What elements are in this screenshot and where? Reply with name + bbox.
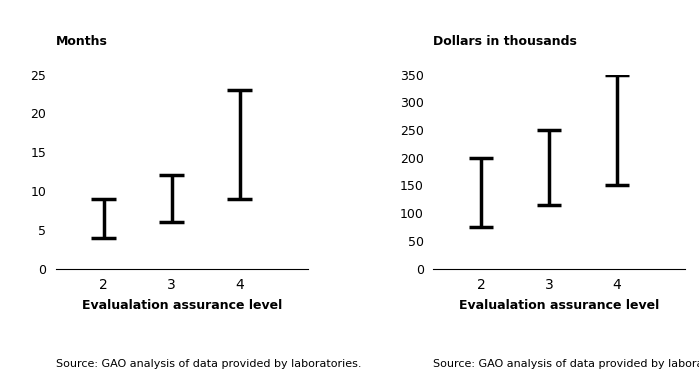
Text: Source: GAO analysis of data provided by laboratories.: Source: GAO analysis of data provided by… (56, 359, 361, 369)
X-axis label: Evalualation assurance level: Evalualation assurance level (459, 299, 659, 312)
Text: Months: Months (56, 35, 108, 48)
X-axis label: Evalualation assurance level: Evalualation assurance level (82, 299, 282, 312)
Text: Dollars in thousands: Dollars in thousands (433, 35, 577, 48)
Text: Source: GAO analysis of data provided by laboratories.: Source: GAO analysis of data provided by… (433, 359, 699, 369)
